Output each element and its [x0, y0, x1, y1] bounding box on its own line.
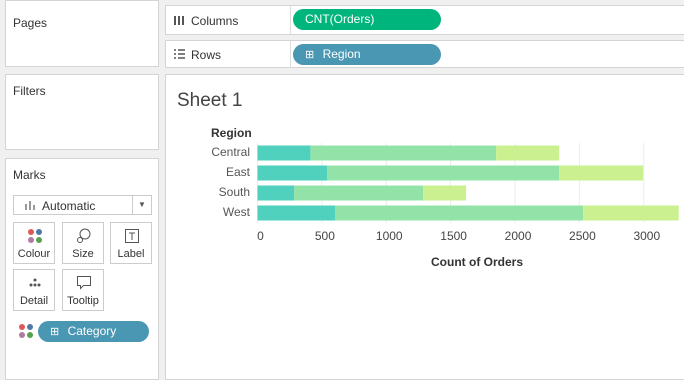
detail-label: Detail [19, 295, 49, 307]
x-axis-title: Count of Orders [431, 255, 523, 269]
bar-segment [257, 165, 328, 181]
row-label: West [223, 205, 251, 219]
columns-shelf[interactable]: Columns CNT(Orders) [165, 5, 684, 35]
bar-segment [423, 185, 467, 201]
region-pill-label: Region [322, 47, 361, 61]
bar-segment [583, 205, 679, 221]
size-button[interactable]: Size [62, 222, 104, 264]
label-label: Label [117, 248, 145, 260]
size-icon [77, 228, 91, 243]
rows-icon [174, 49, 185, 59]
pages-title: Pages [13, 16, 48, 30]
bar-segment [294, 185, 424, 201]
detail-icon [29, 278, 41, 287]
pages-card: Pages [5, 0, 159, 67]
size-label: Size [72, 248, 94, 260]
bar-segment [257, 145, 311, 161]
columns-icon [174, 16, 184, 25]
row-label: Central [211, 145, 250, 159]
bar-segment [327, 165, 560, 181]
x-tick-label: 3000 [633, 229, 660, 243]
row-label: East [226, 165, 251, 179]
bar-segment [496, 145, 560, 161]
x-tick-label: 500 [315, 229, 335, 243]
cnt-orders-pill[interactable]: CNT(Orders) [293, 9, 441, 30]
bar-icon [25, 201, 35, 210]
mark-type-label: Automatic [42, 199, 96, 213]
sheet-title: Sheet 1 [177, 90, 243, 111]
sheet: Sheet 1 Region Count of Orders 0 500 1000 1… [165, 74, 684, 380]
mark-type-dropdown[interactable]: Automatic ▼ [13, 195, 152, 215]
label-button[interactable]: Label [110, 222, 152, 264]
tooltip-label: Tooltip [67, 295, 99, 307]
marks-card: Marks Automatic ▼ Colour Size Label Deta… [5, 158, 159, 380]
category-pill[interactable]: ⊞ Category [38, 321, 149, 342]
x-tick-label: 1000 [376, 229, 403, 243]
category-colour-icon [19, 324, 33, 338]
bar-segment [335, 205, 584, 221]
x-tick-label: 2000 [505, 229, 532, 243]
bar-segment [257, 205, 336, 221]
filters-card[interactable]: Filters [5, 74, 159, 150]
dropdown-arrow: ▼ [132, 196, 151, 214]
x-tick-label: 1500 [440, 229, 467, 243]
x-tick-label: 2500 [569, 229, 596, 243]
region-pill[interactable]: ⊞ Region [293, 44, 441, 65]
x-tick-label: 0 [257, 229, 264, 243]
tooltip-button[interactable]: Tooltip [62, 269, 104, 311]
marks-title: Marks [13, 168, 46, 182]
colour-label: Colour [17, 248, 51, 260]
bar-segment [310, 145, 497, 161]
category-pill-label: Category [67, 324, 117, 338]
row-label: South [219, 185, 250, 199]
colour-button[interactable]: Colour [13, 222, 55, 264]
rows-label: Rows [191, 48, 222, 62]
columns-label: Columns [191, 14, 239, 28]
region-header: Region [211, 126, 252, 140]
tooltip-icon [77, 276, 91, 290]
label-icon [125, 229, 139, 243]
bar-segment [257, 185, 295, 201]
filters-title: Filters [13, 84, 46, 98]
bar-segment [559, 165, 644, 181]
colour-icon [28, 229, 42, 243]
rows-shelf[interactable]: Rows ⊞ Region [165, 40, 684, 68]
detail-button[interactable]: Detail [13, 269, 55, 311]
